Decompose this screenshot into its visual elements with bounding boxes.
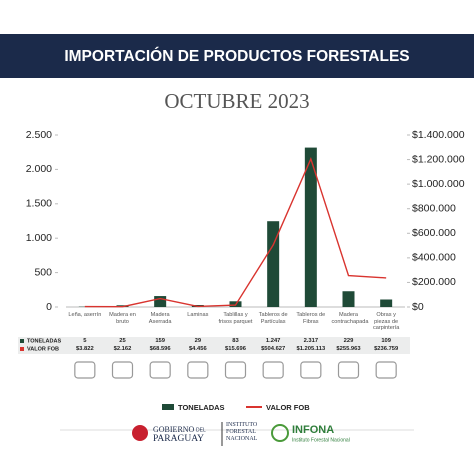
- x-tick-label: Madera contrachapada: [331, 312, 369, 325]
- table-value: $1.205.113: [296, 345, 326, 352]
- y2-tick-label: $800.000: [412, 202, 456, 214]
- y-tick-label: 2.500: [26, 129, 52, 141]
- product-icon: [375, 361, 397, 379]
- table-value: 159: [155, 337, 165, 344]
- table-value: $3.822: [75, 345, 94, 352]
- chart-title: IMPORTACIÓN DE PRODUCTOS FORESTALES: [64, 47, 409, 65]
- table-value: 25: [119, 337, 126, 344]
- x-tick-label: Tableros de Partículas: [258, 312, 288, 325]
- table-value: $4.456: [188, 345, 207, 352]
- product-icon: [74, 361, 96, 379]
- legend-swatch: [162, 404, 174, 410]
- y-tick-label: 500: [34, 266, 52, 278]
- y2-tick-label: $1.200.000: [412, 153, 465, 165]
- icons: [74, 361, 397, 379]
- product-icon: [224, 361, 247, 379]
- x-tick-label: Madera Aserrada: [148, 312, 172, 325]
- table-value: $68.596: [149, 345, 171, 352]
- y2-tick-label: $600.000: [412, 227, 456, 239]
- row-swatch: [20, 339, 24, 343]
- table-value: $504.627: [261, 345, 286, 352]
- table-value: $255.963: [336, 345, 361, 352]
- chart-subtitle: OCTUBRE 2023: [164, 89, 309, 113]
- y-tick-label: 1.500: [26, 198, 52, 210]
- row-swatch: [20, 347, 24, 351]
- row-label: TONELADAS: [27, 338, 61, 344]
- table-value: 2.317: [303, 337, 319, 344]
- y-tick-label: 2.000: [26, 163, 52, 175]
- product-icon: [262, 361, 284, 379]
- inst: INSTITUTO FORESTAL NACIONAL: [226, 422, 258, 442]
- product-icon: [149, 361, 171, 379]
- infona-sub: Instituto Forestal Nacional: [292, 437, 350, 443]
- table-value: 83: [232, 337, 239, 344]
- y2-tick-label: $200.000: [412, 276, 456, 288]
- product-icon: [187, 361, 209, 379]
- y2-tick-label: $1.000.000: [412, 178, 465, 190]
- bar: [154, 296, 167, 307]
- row-label: VALOR FOB: [27, 346, 59, 352]
- inst-box: INSTITUTO FORESTAL NACIONAL: [226, 422, 258, 442]
- y-tick-label: 1.000: [26, 232, 52, 244]
- table-value: $15.696: [225, 345, 246, 352]
- table-value: $236.759: [374, 345, 399, 352]
- line: [84, 156, 387, 308]
- table-value: 229: [343, 337, 354, 344]
- gov-del: DEL: [196, 427, 206, 433]
- bar: [267, 221, 280, 307]
- legend-label: TONELADAS: [178, 403, 225, 412]
- table-value: 5: [83, 337, 87, 344]
- gov-country: PARAGUAY: [153, 434, 204, 444]
- product-icon: [111, 361, 134, 379]
- y2-tick-label: $400.000: [412, 252, 456, 264]
- x-tick-label: Leña, aserrín: [68, 312, 102, 318]
- product-icon: [300, 361, 322, 379]
- y2-tick-label: $0: [412, 301, 424, 313]
- table-value: 29: [194, 337, 202, 344]
- y-tick-label: 0: [46, 301, 52, 313]
- table-value: $2.162: [113, 345, 132, 352]
- bar: [342, 291, 355, 307]
- product-icon: [337, 361, 360, 379]
- x-tick-label: Madera en bruto: [109, 312, 136, 325]
- x-tick-label: Tablillas y frisos parquet: [218, 312, 253, 325]
- x-tick-label: Tableros de Fibras: [296, 312, 326, 325]
- y2-tick-label: $1.400.000: [412, 129, 465, 141]
- table-bg: [18, 337, 410, 354]
- table-value: 109: [381, 337, 391, 344]
- x-tick-label: Laminas: [187, 312, 209, 318]
- x-tick-label: Obras y piezas de carpintería: [372, 312, 400, 331]
- table-value: 1.247: [265, 337, 281, 344]
- bar: [304, 147, 317, 307]
- header-bar: [0, 34, 474, 78]
- infona: INFONA: [292, 424, 334, 436]
- infona-logo: [271, 424, 289, 442]
- gov-top: GOBIERNO: [153, 425, 195, 434]
- bar: [380, 299, 393, 307]
- legend-label: VALOR FOB: [266, 403, 310, 412]
- gov-logo: [132, 425, 148, 441]
